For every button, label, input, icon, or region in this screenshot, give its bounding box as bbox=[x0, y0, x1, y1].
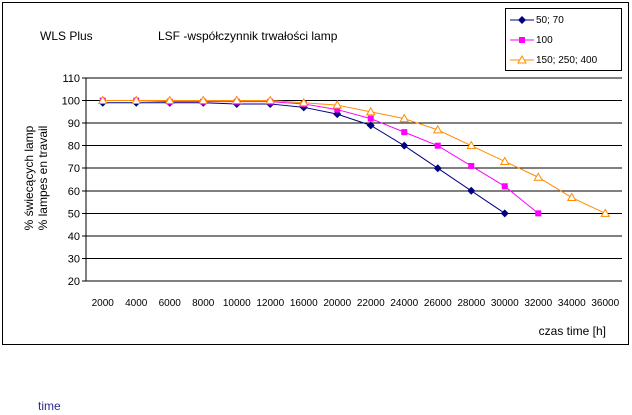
legend-item-1: 100 bbox=[510, 33, 553, 47]
brand-label: WLS Plus bbox=[40, 29, 93, 43]
series-line-0 bbox=[102, 102, 506, 214]
x-tick-label-12: 30000 bbox=[491, 298, 519, 309]
y-tick-label-8: 100 bbox=[62, 96, 80, 108]
x-tick-label-3: 8000 bbox=[192, 298, 215, 309]
series-0-point-10 bbox=[433, 164, 442, 173]
series-0-point-11 bbox=[467, 186, 476, 195]
series-1-point-11 bbox=[468, 162, 475, 169]
legend-item-0: 50; 70 bbox=[510, 13, 564, 27]
legend-label-2: 150; 250; 400 bbox=[536, 54, 598, 66]
x-tick-label-6: 16000 bbox=[290, 298, 318, 309]
x-tick-label-2: 6000 bbox=[159, 298, 182, 309]
chart-title: LSF -współczynnik trwałości lamp bbox=[158, 29, 338, 43]
series-2-point-11 bbox=[466, 140, 477, 150]
legend-item-2: 150; 250; 400 bbox=[510, 53, 597, 67]
y-axis-label-1: % lampes en travail bbox=[36, 126, 50, 231]
series-2-point-10 bbox=[432, 124, 443, 134]
series-0-point-12 bbox=[500, 209, 509, 218]
y-tick-label-9: 110 bbox=[62, 73, 80, 85]
y-tick-label-6: 80 bbox=[68, 141, 80, 153]
y-tick-label-0: 20 bbox=[68, 276, 80, 288]
y-axis-label-0: % świecących lamp bbox=[22, 125, 36, 230]
series-0-point-8 bbox=[366, 121, 375, 130]
y-tick-label-7: 90 bbox=[68, 118, 80, 130]
series-line-1 bbox=[102, 100, 539, 214]
y-tick-label-4: 60 bbox=[68, 186, 80, 198]
legend-swatch-2 bbox=[510, 55, 534, 64]
series-2-point-13 bbox=[533, 172, 544, 181]
footer-text: time bbox=[38, 399, 61, 413]
y-tick-label-1: 30 bbox=[68, 253, 80, 265]
legend: 50; 70 100 150; 250; 400 bbox=[505, 8, 622, 71]
x-tick-label-0: 2000 bbox=[92, 298, 115, 309]
x-tick-label-13: 32000 bbox=[524, 298, 552, 309]
series-0-point-9 bbox=[400, 141, 409, 150]
series-2-point-3 bbox=[198, 95, 209, 105]
series-2-point-4 bbox=[231, 95, 242, 105]
series-1-point-8 bbox=[367, 115, 374, 122]
x-tick-label-8: 22000 bbox=[357, 298, 385, 309]
series-2-point-9 bbox=[399, 113, 410, 123]
legend-swatch-0 bbox=[510, 16, 534, 24]
x-tick-label-9: 24000 bbox=[390, 298, 418, 309]
y-tick-label-2: 40 bbox=[68, 231, 80, 243]
x-tick-label-4: 10000 bbox=[223, 298, 251, 309]
x-tick-label-14: 34000 bbox=[558, 298, 586, 309]
x-tick-label-15: 36000 bbox=[591, 298, 619, 309]
series-2-point-0 bbox=[97, 95, 108, 105]
legend-label-0: 50; 70 bbox=[536, 14, 564, 26]
y-tick-label-5: 70 bbox=[68, 163, 80, 175]
series-1-point-13 bbox=[535, 210, 542, 217]
x-tick-label-1: 4000 bbox=[125, 298, 148, 309]
series-2-point-8 bbox=[365, 106, 376, 116]
series-2-point-15 bbox=[600, 208, 611, 217]
series-2-point-6 bbox=[298, 97, 309, 107]
series-2-point-1 bbox=[131, 95, 142, 105]
series-2-point-5 bbox=[265, 95, 276, 105]
series-1-point-7 bbox=[334, 106, 341, 113]
series-1-point-10 bbox=[434, 142, 441, 149]
series-line-2 bbox=[102, 100, 606, 214]
series-1-point-9 bbox=[401, 129, 408, 136]
series-2-point-14 bbox=[566, 192, 577, 202]
series-2-point-2 bbox=[164, 95, 175, 105]
legend-swatch-1 bbox=[510, 37, 534, 43]
series-2-point-12 bbox=[499, 156, 510, 165]
x-tick-label-7: 20000 bbox=[323, 298, 351, 309]
x-tick-label-11: 28000 bbox=[457, 298, 485, 309]
legend-label-1: 100 bbox=[536, 34, 553, 46]
x-tick-label-5: 12000 bbox=[256, 298, 284, 309]
x-tick-label-10: 26000 bbox=[424, 298, 452, 309]
series-1-point-12 bbox=[501, 183, 508, 190]
series-2-point-7 bbox=[332, 100, 343, 109]
x-axis-label: czas time [h] bbox=[539, 324, 606, 338]
y-tick-label-3: 50 bbox=[68, 208, 80, 220]
